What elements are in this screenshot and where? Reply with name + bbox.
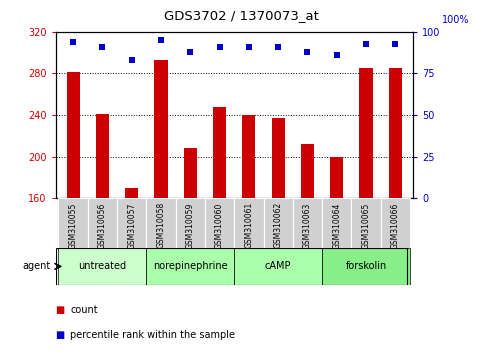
Text: GSM310058: GSM310058 — [156, 202, 166, 249]
Text: ■: ■ — [56, 305, 65, 315]
Text: norepinephrine: norepinephrine — [153, 261, 227, 272]
Bar — [125, 188, 138, 198]
Bar — [330, 156, 343, 198]
Point — [157, 37, 165, 43]
Text: untreated: untreated — [78, 261, 127, 272]
Bar — [381, 198, 410, 248]
Bar — [176, 198, 205, 248]
Bar — [96, 114, 109, 198]
Text: 100%: 100% — [441, 15, 469, 25]
Point — [99, 44, 106, 50]
Text: GSM310055: GSM310055 — [69, 202, 78, 249]
Text: GSM310060: GSM310060 — [215, 202, 224, 249]
Bar — [146, 248, 234, 285]
Text: agent: agent — [23, 261, 51, 272]
Bar — [213, 107, 226, 198]
Bar — [322, 248, 410, 285]
Bar — [146, 198, 176, 248]
Text: GSM310062: GSM310062 — [274, 202, 283, 249]
Bar — [58, 248, 146, 285]
Text: GDS3702 / 1370073_at: GDS3702 / 1370073_at — [164, 9, 319, 22]
Point — [362, 41, 370, 46]
Point — [245, 44, 253, 50]
Text: GSM310056: GSM310056 — [98, 202, 107, 249]
Bar — [205, 198, 234, 248]
Bar — [184, 148, 197, 198]
Bar — [359, 68, 373, 198]
Bar — [271, 118, 285, 198]
Text: GSM310066: GSM310066 — [391, 202, 400, 249]
Text: GSM310059: GSM310059 — [186, 202, 195, 249]
Point — [69, 39, 77, 45]
Text: GSM310061: GSM310061 — [244, 202, 254, 249]
Text: cAMP: cAMP — [265, 261, 291, 272]
Bar — [389, 68, 402, 198]
Point — [274, 44, 282, 50]
Bar — [234, 248, 322, 285]
Bar — [293, 198, 322, 248]
Text: GSM310065: GSM310065 — [362, 202, 370, 249]
Bar — [155, 60, 168, 198]
Point — [392, 41, 399, 46]
Point — [128, 57, 136, 63]
Bar — [264, 198, 293, 248]
Point — [186, 49, 194, 55]
Text: GSM310057: GSM310057 — [127, 202, 136, 249]
Bar — [242, 115, 256, 198]
Point — [216, 44, 224, 50]
Bar — [352, 198, 381, 248]
Bar — [301, 144, 314, 198]
Text: forskolin: forskolin — [345, 261, 387, 272]
Bar — [67, 73, 80, 198]
Text: ■: ■ — [56, 330, 65, 339]
Bar — [58, 198, 88, 248]
Text: count: count — [70, 305, 98, 315]
Bar — [117, 198, 146, 248]
Bar — [234, 198, 264, 248]
Text: GSM310064: GSM310064 — [332, 202, 341, 249]
Point — [333, 52, 341, 58]
Text: percentile rank within the sample: percentile rank within the sample — [70, 330, 235, 339]
Bar — [88, 198, 117, 248]
Point — [304, 49, 312, 55]
Bar — [322, 198, 352, 248]
Text: GSM310063: GSM310063 — [303, 202, 312, 249]
